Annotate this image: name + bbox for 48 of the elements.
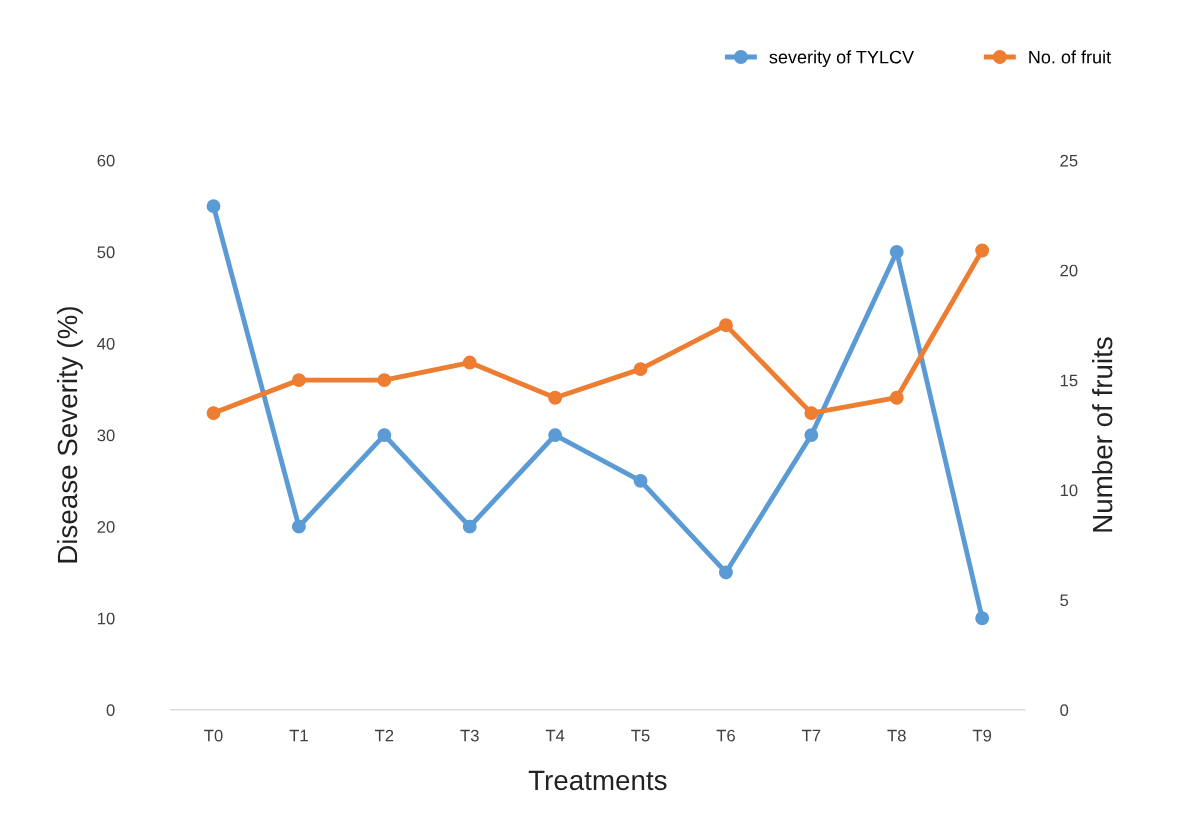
y2-tick-label: 15 [1060,374,1078,387]
y-tick-label: 40 [97,337,115,350]
point [804,406,819,421]
point [633,362,648,377]
x-tick-label: T2 [374,729,394,742]
y-tick-label: 50 [97,246,115,259]
x-tick-label: T5 [631,729,650,742]
y-tick-label: 30 [97,429,115,442]
point [633,473,648,488]
y2-tick-label: 5 [1060,594,1069,607]
point [462,519,477,534]
point [975,243,990,258]
y2-axis-title: Number of fruits [1092,337,1113,532]
y2-tick-label: 10 [1060,484,1078,497]
y-axis-title: Disease Severity (%) [56,307,83,563]
y-tick-label: 10 [97,612,115,625]
y2-tick-label: 25 [1060,154,1078,167]
point [718,318,733,333]
point [889,390,904,405]
y-tick-label: 60 [97,154,115,167]
point [206,406,221,421]
point [889,244,904,259]
point [462,355,477,370]
y-tick-label: 0 [106,704,115,717]
y2-tick-label: 20 [1060,264,1078,277]
x-tick-label: T8 [887,729,906,742]
x-tick-label: T9 [972,729,992,742]
x-tick-label: T3 [460,729,479,742]
point [206,199,221,214]
point [377,428,392,443]
x-tick-label: T1 [289,729,308,742]
point [804,428,819,443]
point [975,611,990,626]
point [291,373,306,388]
x-tick-label: T0 [204,729,223,742]
legend-label: No. of fruit [1029,50,1111,64]
point [548,390,563,405]
x-tick-label: T4 [545,729,565,742]
point [548,428,563,443]
x-tick-label: T6 [716,729,735,742]
point [377,373,392,388]
point [718,565,733,580]
x-axis-title: Treatments [528,770,667,791]
y2-tick-label: 0 [1060,704,1069,717]
legend-label: severity of TYLCV [769,50,914,68]
point [291,519,306,534]
y-tick-label: 20 [97,521,115,533]
x-tick-label: T7 [802,729,821,742]
